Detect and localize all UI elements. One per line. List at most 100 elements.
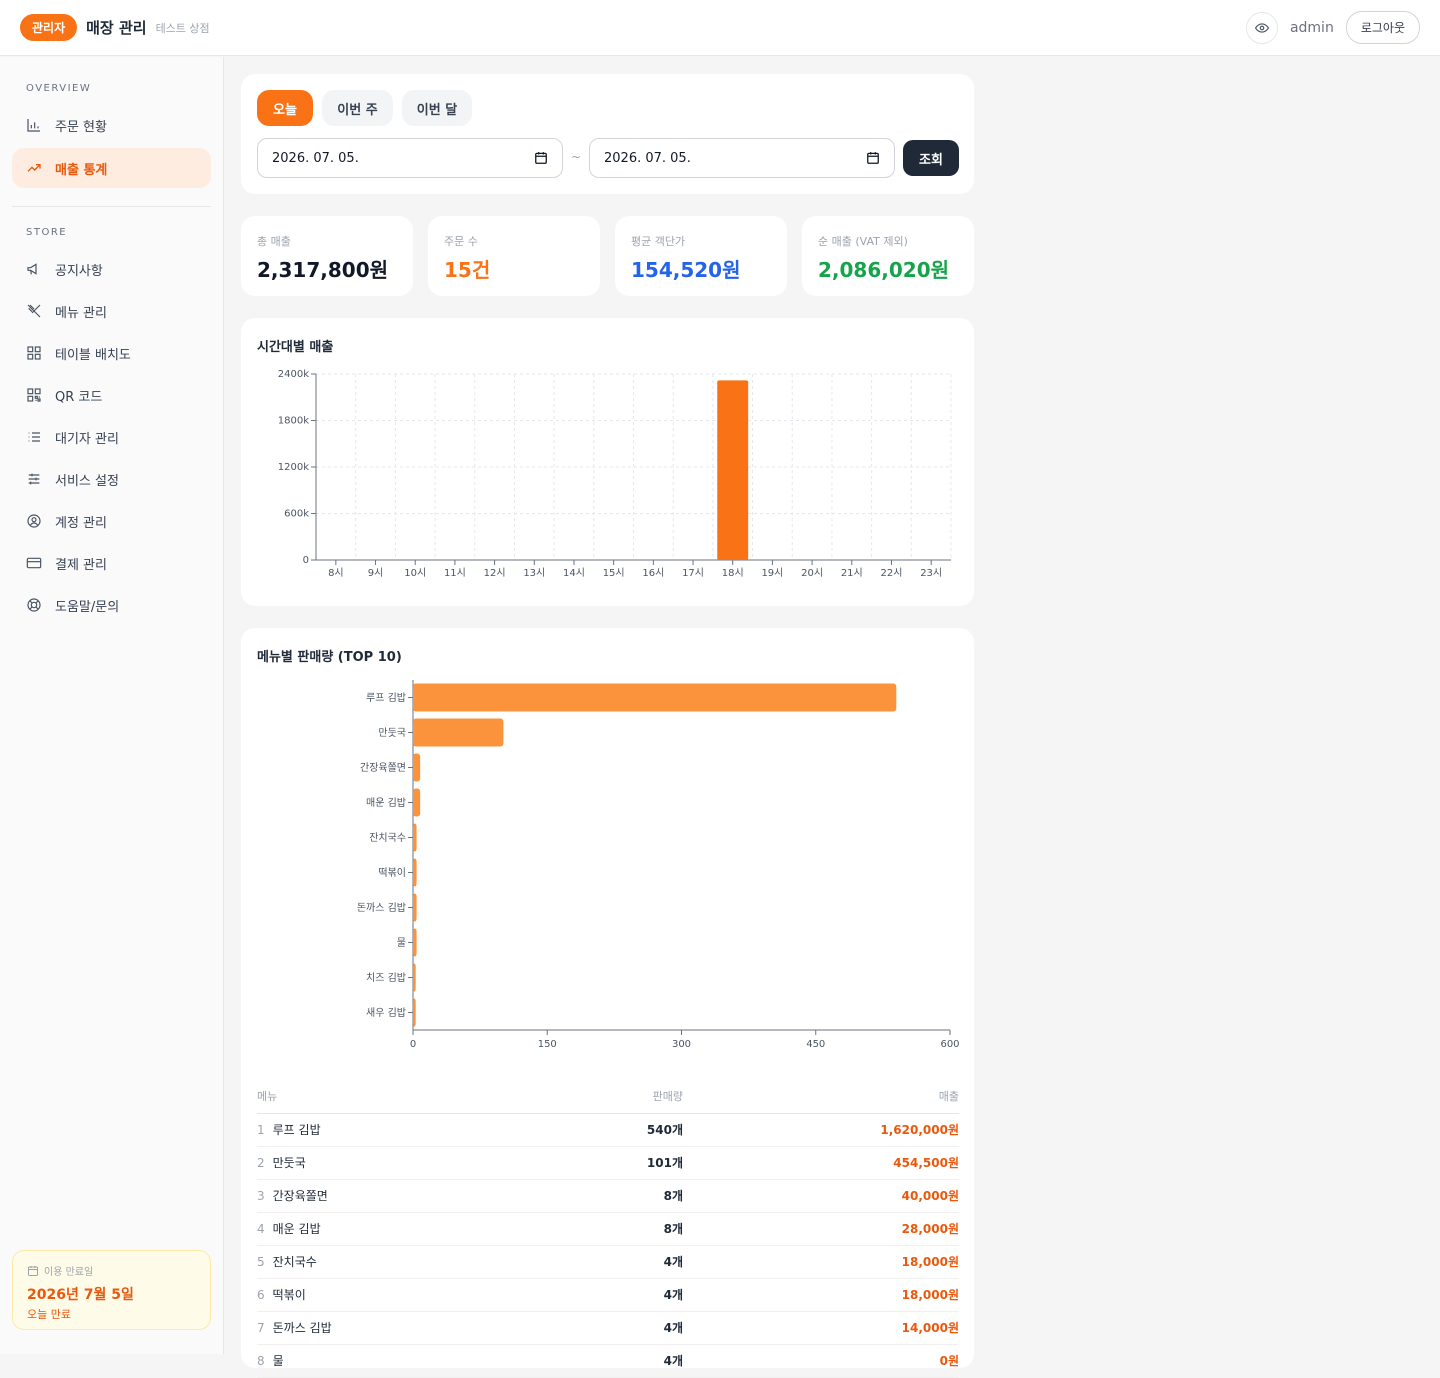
x-tick-label: 23시	[920, 567, 942, 579]
sales-cell: 454,500원	[683, 1146, 959, 1180]
credit-card-icon	[26, 557, 42, 569]
table-row: 6 떡볶이 4개 18,000원	[257, 1278, 959, 1312]
table-row: 8 물 4개 0원	[257, 1344, 959, 1378]
y-tick-label: 600k	[284, 509, 309, 520]
x-tick-label: 9시	[368, 567, 384, 579]
x-tick-label: 300	[672, 1039, 691, 1050]
bar	[413, 788, 421, 817]
app-title: 매장 관리	[86, 19, 147, 37]
sidebar-item-menu[interactable]: 메뉴 관리	[12, 291, 211, 331]
sliders-icon	[28, 473, 40, 485]
rank-number: 1	[257, 1123, 265, 1137]
table-row: 3 간장육쫄면 8개 40,000원	[257, 1179, 959, 1213]
stat-value: 15건	[444, 258, 491, 282]
rank-number: 3	[257, 1189, 265, 1203]
y-tick-label: 루프 김밥	[366, 692, 406, 704]
preview-button[interactable]	[1245, 11, 1278, 44]
sidebar-item-orders[interactable]: 주문 현황	[12, 105, 211, 145]
list-icon	[28, 432, 40, 442]
sales-cell: 0원	[683, 1344, 959, 1378]
calendar-clock-icon	[28, 1265, 38, 1276]
megaphone-icon	[27, 263, 37, 275]
bar	[413, 928, 417, 957]
stat-value: 2,086,020원	[818, 258, 950, 282]
y-tick-label: 만둣국	[378, 727, 406, 739]
menu-cell: 3 간장육쫄면	[257, 1179, 563, 1213]
utensils-icon	[27, 304, 41, 318]
expiry-label: 이용 만료일	[44, 1267, 94, 1278]
rank-number: 6	[257, 1288, 265, 1302]
menu-sales-card: 메뉴별 판매량 (TOP 10) 0 150 300 450 600 루프 김밥 만둣국 간장…	[241, 628, 974, 1378]
table-row: 7 돈까스 김밥 4개 14,000원	[257, 1311, 959, 1345]
y-tick-label: 매운 김밥	[366, 797, 406, 809]
tab-this-month[interactable]: 이번 달	[402, 90, 472, 126]
sidebar-item-label: 메뉴 관리	[55, 305, 107, 321]
table-row: 1 루프 김밥 540개 1,620,000원	[257, 1113, 959, 1147]
bar	[413, 718, 504, 747]
y-tick-label: 떡볶이	[378, 867, 406, 879]
sidebar-item-label: 주문 현황	[55, 119, 107, 135]
sidebar-item-waitlist[interactable]: 대기자 관리	[12, 417, 211, 457]
stat-card-order-count: 주문 수 15건	[428, 216, 600, 296]
menu-sales-title: 메뉴별 판매량 (TOP 10)	[257, 650, 402, 665]
sidebar-item-notices[interactable]: 공지사항	[12, 249, 211, 289]
logout-button[interactable]: 로그아웃	[1345, 11, 1420, 44]
stat-value: 154,520원	[631, 258, 741, 282]
sidebar-item-service-settings[interactable]: 서비스 설정	[12, 459, 211, 499]
bar	[717, 380, 749, 560]
x-tick-label: 16시	[642, 567, 664, 579]
sidebar-item-sales-stats[interactable]: 매출 통계	[12, 148, 211, 188]
hourly-sales-chart: 0 600k 1200k 1800k 2400k 8시 9시 10시 11시 12시 13시 14시 1…	[278, 369, 952, 579]
sidebar-item-label: 도움말/문의	[55, 599, 120, 615]
bar	[413, 998, 416, 1027]
x-tick-label: 18시	[722, 567, 744, 579]
qr-code-icon	[27, 388, 41, 402]
quantity-cell: 4개	[563, 1245, 683, 1279]
menu-cell: 1 루프 김밥	[257, 1113, 563, 1147]
y-tick-label: 1800k	[278, 416, 309, 427]
table-row: 2 만둣국 101개 454,500원	[257, 1146, 959, 1180]
stat-card-total-sales: 총 매출 2,317,800원	[241, 216, 413, 296]
bar	[413, 963, 416, 992]
x-tick-label: 10시	[404, 567, 426, 579]
x-tick-label: 14시	[563, 567, 585, 579]
bar	[413, 858, 417, 887]
sidebar-item-table-layout[interactable]: 테이블 배치도	[12, 333, 211, 373]
hourly-sales-title: 시간대별 매출	[257, 340, 334, 355]
expiry-notice: 이용 만료일 2026년 7월 5일 오늘 만료	[12, 1250, 211, 1330]
sidebar-item-qr[interactable]: QR 코드	[12, 375, 211, 415]
x-tick-label: 150	[538, 1039, 557, 1050]
menu-name: 간장육쫄면	[272, 1189, 328, 1203]
quantity-cell: 4개	[563, 1278, 683, 1312]
sales-cell: 14,000원	[683, 1311, 959, 1345]
sidebar-item-label: 대기자 관리	[55, 431, 119, 447]
end-date-input[interactable]: 2026. 07. 05.	[589, 138, 895, 178]
x-tick-label: 15시	[603, 567, 625, 579]
sidebar-item-payments[interactable]: 결제 관리	[12, 543, 211, 583]
sidebar-item-accounts[interactable]: 계정 관리	[12, 501, 211, 541]
menu-sales-table: 메뉴 판매량 매출 1 루프 김밥 540개 1,620,000원 2 만둣국 101개 45…	[257, 1080, 959, 1378]
bar	[413, 753, 421, 782]
stat-label: 주문 수	[444, 235, 478, 248]
x-tick-label: 8시	[328, 567, 344, 579]
tab-this-week[interactable]: 이번 주	[322, 90, 393, 126]
sidebar-item-label: 서비스 설정	[55, 473, 119, 489]
calendar-icon	[867, 152, 879, 164]
tab-today[interactable]: 오늘	[257, 90, 313, 126]
quantity-cell: 8개	[563, 1212, 683, 1246]
sidebar-item-help[interactable]: 도움말/문의	[12, 585, 211, 625]
sidebar-item-label: 계정 관리	[55, 515, 107, 531]
start-date-input[interactable]: 2026. 07. 05.	[257, 138, 563, 178]
user-circle-icon	[27, 514, 41, 528]
column-header-sales: 매출	[683, 1080, 959, 1114]
menu-name: 만둣국	[272, 1156, 306, 1170]
quantity-cell: 4개	[563, 1311, 683, 1345]
x-tick-label: 22시	[881, 567, 903, 579]
bar	[413, 683, 897, 712]
query-button[interactable]: 조회	[903, 140, 959, 176]
sales-cell: 28,000원	[683, 1212, 959, 1246]
start-date-value: 2026. 07. 05.	[272, 150, 359, 166]
quantity-cell: 540개	[563, 1113, 683, 1147]
table-header-row: 메뉴 판매량 매출	[257, 1080, 959, 1114]
